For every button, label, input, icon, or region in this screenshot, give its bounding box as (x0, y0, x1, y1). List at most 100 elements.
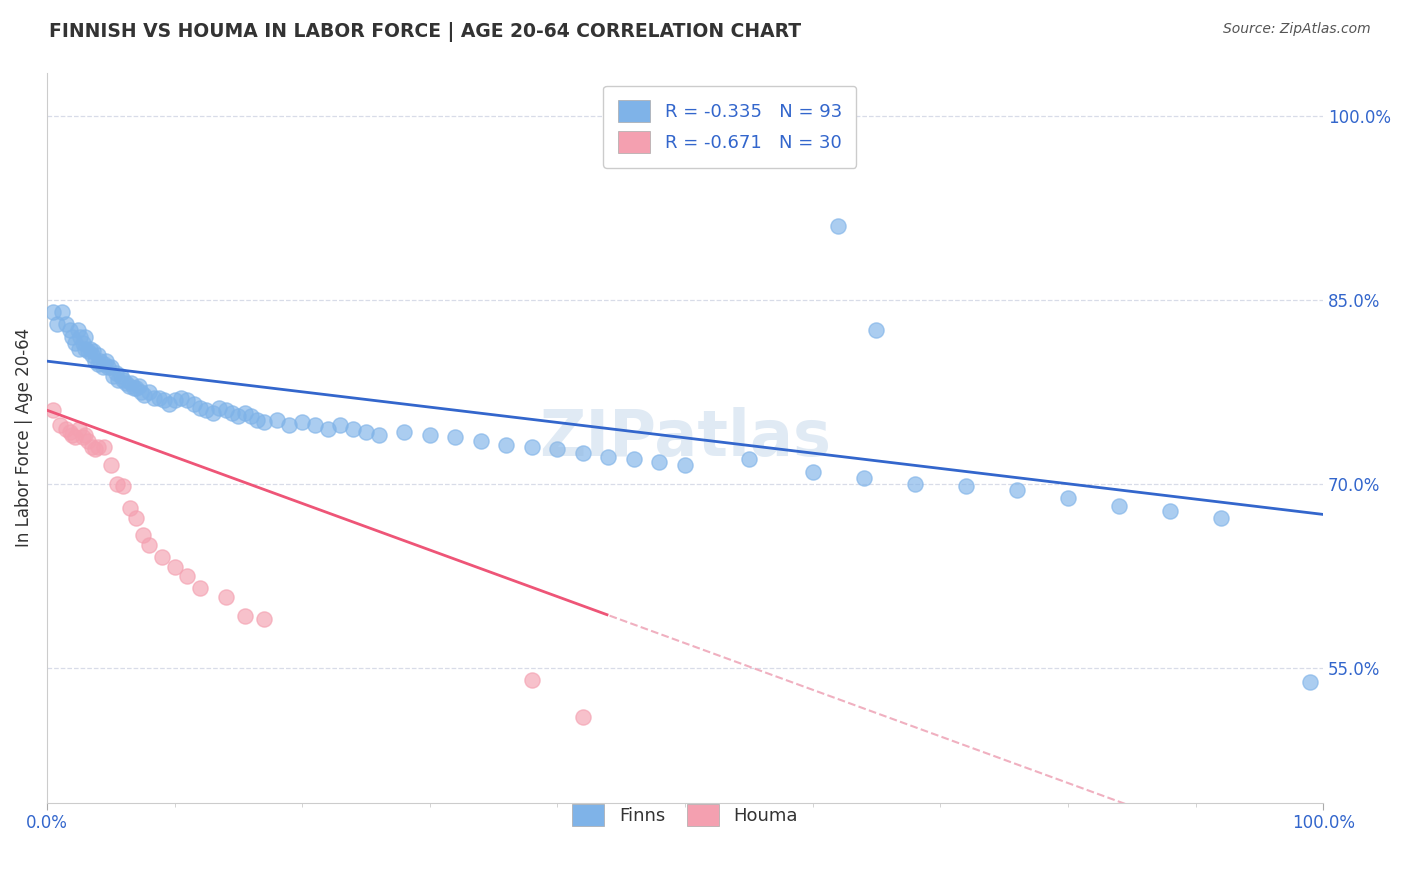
Point (865, 324, 887, 338)
Point (103, 368, 125, 383)
Point (1057, 491, 1080, 506)
Point (62, 427, 84, 442)
Point (342, 421, 364, 435)
Point (132, 388, 155, 402)
Point (55, 318, 77, 332)
Point (131, 528, 153, 542)
Point (62, 329, 84, 343)
Point (278, 417, 301, 432)
Point (87, 348, 110, 362)
Point (150, 550, 173, 565)
Point (94, 354, 117, 368)
Point (100, 458, 122, 473)
Point (143, 391, 166, 405)
Point (1159, 504, 1181, 518)
Point (110, 368, 132, 383)
Point (84, 354, 107, 368)
Point (112, 372, 135, 386)
Point (46, 318, 69, 332)
Point (138, 384, 160, 399)
Point (59, 425, 82, 440)
Point (87, 357, 110, 371)
Point (105, 476, 128, 491)
Point (42, 305, 65, 319)
Point (153, 393, 176, 408)
Point (266, 413, 288, 427)
Point (648, 455, 671, 469)
Point (419, 427, 441, 442)
Point (572, 710, 595, 724)
Point (176, 393, 198, 408)
Legend: Finns, Houma: Finns, Houma (565, 797, 806, 834)
Point (827, 219, 849, 234)
Point (329, 417, 352, 432)
Point (128, 378, 150, 392)
Point (75, 329, 97, 343)
Point (125, 381, 148, 395)
Point (291, 416, 314, 430)
Point (801, 465, 824, 479)
Point (76, 344, 98, 359)
Point (89, 354, 111, 368)
Point (246, 413, 269, 427)
Point (66, 324, 89, 338)
Point (195, 403, 218, 417)
Point (59, 324, 82, 338)
Point (598, 450, 620, 464)
Point (623, 452, 645, 467)
Point (253, 612, 276, 626)
Point (72, 430, 94, 444)
Point (738, 452, 761, 467)
Point (67, 421, 90, 435)
Point (208, 401, 231, 415)
Point (48, 417, 70, 432)
Text: Source: ZipAtlas.com: Source: ZipAtlas.com (1223, 22, 1371, 37)
Text: FINNISH VS HOUMA IN LABOR FORCE | AGE 20-64 CORRELATION CHART: FINNISH VS HOUMA IN LABOR FORCE | AGE 20… (49, 22, 801, 42)
Point (93, 357, 115, 371)
Point (104, 367, 127, 381)
Point (63, 430, 86, 444)
Point (955, 479, 977, 493)
Point (367, 427, 389, 442)
Point (87, 440, 110, 454)
Point (112, 479, 135, 493)
Point (157, 397, 180, 411)
Point (394, 425, 416, 440)
Point (80, 348, 103, 362)
Y-axis label: In Labor Force | Age 20-64: In Labor Force | Age 20-64 (15, 328, 32, 548)
Point (163, 560, 186, 574)
Point (148, 391, 170, 405)
Point (115, 376, 138, 391)
Point (354, 425, 377, 440)
Point (67, 342, 90, 356)
Point (444, 430, 467, 444)
Point (221, 406, 243, 420)
Point (107, 372, 129, 386)
Point (80, 440, 103, 454)
Point (138, 538, 160, 552)
Point (201, 406, 224, 420)
Point (122, 381, 145, 395)
Point (131, 384, 153, 399)
Point (79, 342, 101, 356)
Point (75, 427, 97, 442)
Point (253, 416, 276, 430)
Point (51, 305, 73, 319)
Point (572, 446, 595, 460)
Point (63, 335, 86, 350)
Text: ZIPatlas: ZIPatlas (538, 407, 831, 469)
Point (76, 434, 98, 448)
Point (1299, 675, 1322, 690)
Point (75, 342, 97, 356)
Point (673, 458, 696, 473)
Point (188, 401, 211, 415)
Point (520, 673, 543, 687)
Point (188, 581, 211, 595)
Point (69, 329, 91, 343)
Point (233, 609, 256, 624)
Point (1005, 483, 1028, 497)
Point (214, 403, 236, 417)
Point (163, 393, 186, 408)
Point (214, 590, 236, 604)
Point (183, 397, 205, 411)
